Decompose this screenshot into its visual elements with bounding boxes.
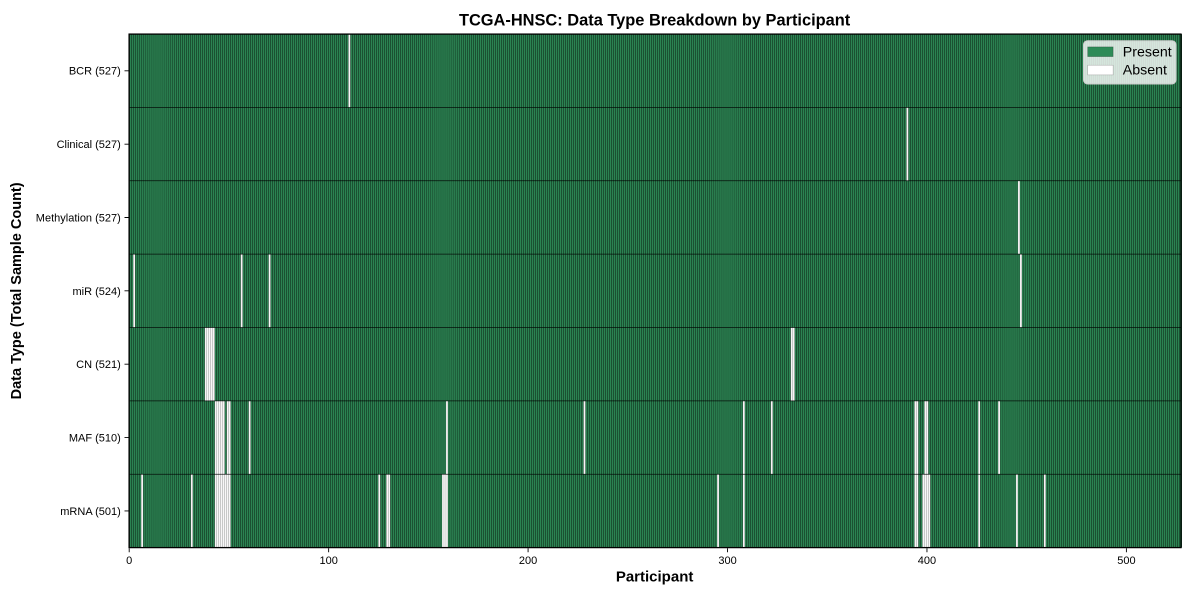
svg-text:400: 400 — [918, 555, 936, 567]
svg-text:500: 500 — [1117, 555, 1135, 567]
svg-text:100: 100 — [319, 555, 337, 567]
svg-text:CN (521): CN (521) — [76, 359, 121, 371]
svg-text:Participant: Participant — [616, 569, 694, 586]
svg-text:BCR (527): BCR (527) — [69, 66, 121, 78]
svg-text:MAF (510): MAF (510) — [69, 433, 121, 445]
svg-text:Present: Present — [1123, 44, 1172, 60]
svg-text:TCGA-HNSC: Data Type Breakdown: TCGA-HNSC: Data Type Breakdown by Partic… — [459, 12, 851, 30]
svg-text:Clinical (527): Clinical (527) — [57, 139, 121, 151]
svg-text:Methylation (527): Methylation (527) — [36, 212, 121, 224]
svg-text:mRNA (501): mRNA (501) — [60, 506, 121, 518]
svg-text:Data Type (Total Sample Count): Data Type (Total Sample Count) — [9, 182, 25, 399]
svg-text:Absent: Absent — [1123, 63, 1167, 79]
svg-text:200: 200 — [519, 555, 537, 567]
svg-text:300: 300 — [718, 555, 736, 567]
svg-text:0: 0 — [126, 555, 132, 567]
svg-text:miR (524): miR (524) — [73, 286, 121, 298]
